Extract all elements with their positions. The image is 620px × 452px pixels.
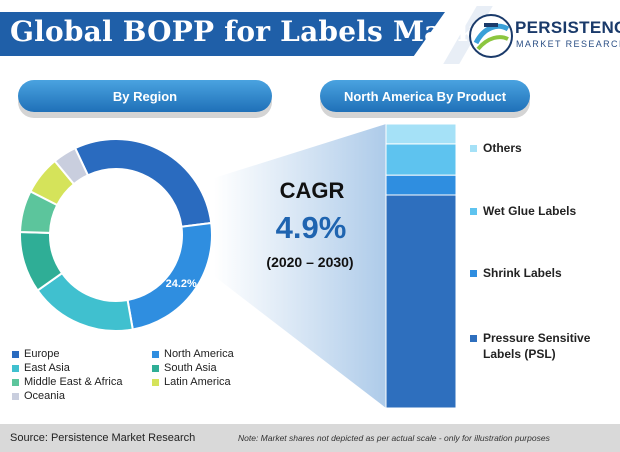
footer-source: Source: Persistence Market Research [10,432,196,444]
product-label-shrink-labels: Shrink Labels [470,265,562,281]
legend-label: East Asia [24,362,70,374]
region-donut-chart: 24.2% [19,138,213,332]
product-swatch [470,270,477,277]
footer-note: Note: Market shares not depicted as per … [238,433,550,443]
product-label-text: Others [483,141,522,155]
bar-segment-others [385,123,457,145]
cagr-value: 4.9% [275,210,347,245]
donut-slice-europe [73,138,213,228]
legend-swatch [152,350,159,358]
legend-label: Europe [24,348,60,360]
legend-label: Middle East & Africa [24,376,123,388]
donut-slice-east-asia [36,271,134,332]
legend-label: Oceania [24,390,65,402]
legend-label: South Asia [164,362,217,374]
legend-label: North America [164,348,234,360]
donut-slice-north-america [126,221,213,331]
legend-item-oceania: Oceania [12,390,65,402]
bar-segment-wet-glue-labels [385,143,457,176]
donut-slice-oceania [53,146,90,186]
legend-item-east-asia: East Asia [12,362,70,374]
product-label-text: Pressure Sensitive Labels (PSL) [483,331,591,361]
product-label-pressure-sensitive-labels-psl: Pressure Sensitive Labels (PSL) [470,330,590,362]
bar-segment-shrink-labels [385,174,457,196]
product-swatch [470,145,477,152]
title-banner [0,12,445,56]
product-swatch [470,208,477,215]
donut-data-label-north-america: 24.2% [166,278,197,290]
panel-title-north-america-by-product: North America By Product [320,80,530,112]
panel-title-by-region: By Region [18,80,272,112]
logo-wordmark: PERSISTENCE [515,18,620,37]
logo-tagline: MARKET RESEARCH [516,39,620,49]
product-stacked-bar [385,123,457,409]
product-label-others: Others [470,140,522,156]
cagr-label: CAGR [279,178,345,203]
product-swatch [470,335,477,342]
cagr-period: (2020 – 2030) [266,254,354,270]
title-band: Global BOPP for Labels Market PERSISTENC… [0,0,620,70]
projection-beam [214,124,386,408]
product-label-text: Wet Glue Labels [483,204,577,218]
product-label-text: Shrink Labels [483,266,562,280]
legend-swatch [12,350,19,358]
brand-logo: PERSISTENCE MARKET RESEARCH [468,6,620,66]
legend-item-latin-america: Latin America [152,376,231,388]
legend-swatch [12,364,19,372]
legend-swatch [152,364,159,372]
legend-swatch [12,392,19,400]
product-label-wet-glue-labels: Wet Glue Labels [470,203,576,219]
bar-segment-pressure-sensitive-labels-psl [385,194,457,409]
legend-swatch [152,378,159,386]
footer: Source: Persistence Market Research Note… [0,424,620,452]
page-title: Global BOPP for Labels Market [10,15,509,48]
logo-mark-icon [469,14,513,58]
legend-swatch [12,378,19,386]
legend-item-europe: Europe [12,348,59,360]
legend-label: Latin America [164,376,231,388]
legend-item-south-asia: South Asia [152,362,217,374]
legend-item-north-america: North America [152,348,234,360]
legend-item-middle-east-africa: Middle East & Africa [12,376,122,388]
